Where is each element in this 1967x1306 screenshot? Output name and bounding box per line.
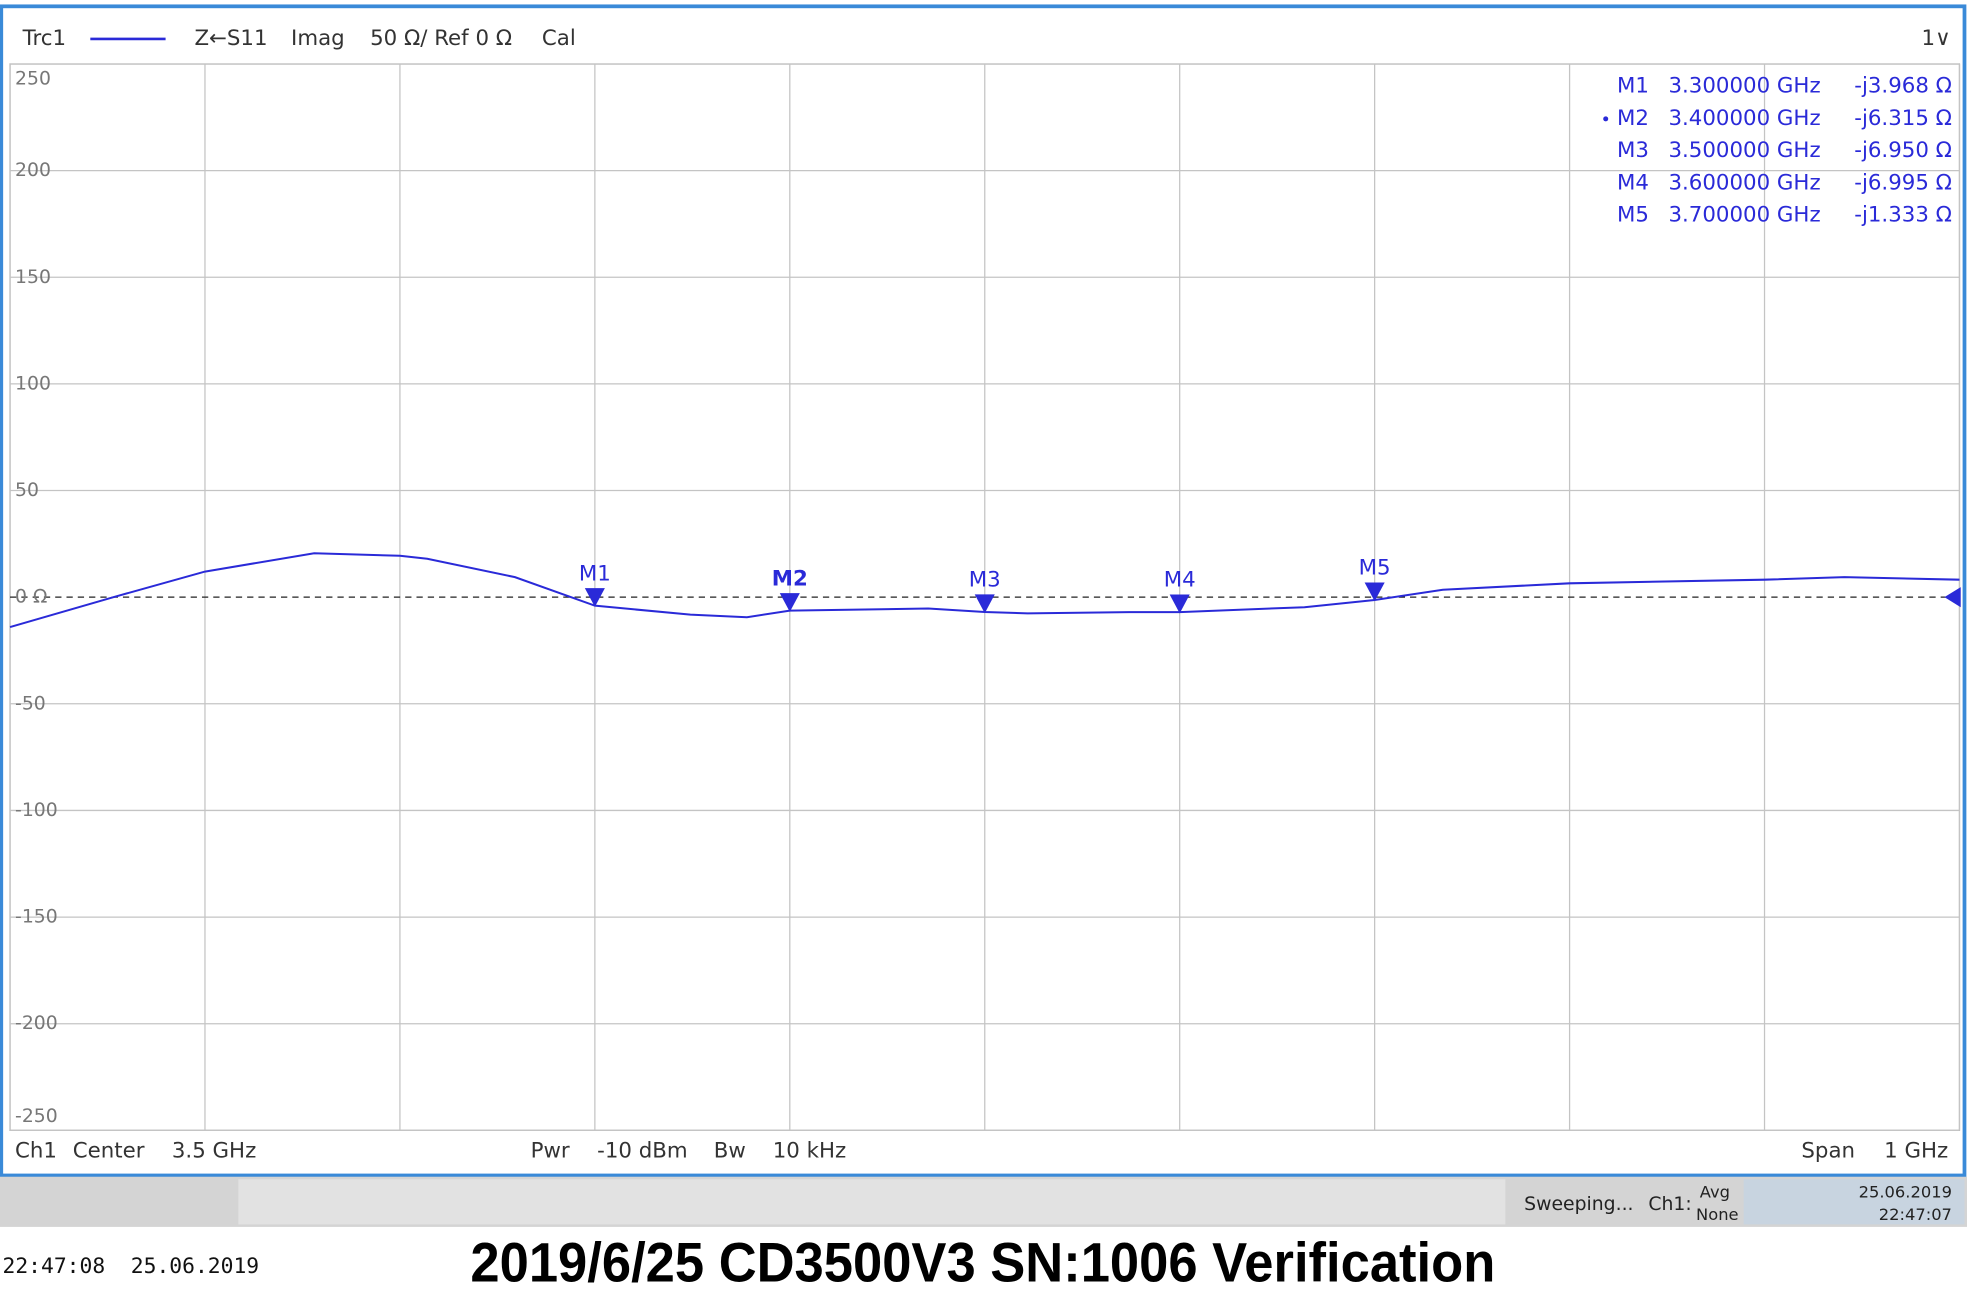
- cal: Cal: [542, 26, 576, 51]
- marker-name: M3: [1617, 138, 1649, 163]
- marker-triangle: [1169, 594, 1190, 614]
- y-tick-label: 150: [15, 267, 51, 288]
- marker-label: M2: [772, 566, 808, 591]
- active-marker-dot: [1603, 116, 1609, 122]
- marker-frequency: 3.300000 GHz: [1668, 74, 1820, 99]
- avg-value: None: [1696, 1205, 1739, 1224]
- marker-label: M5: [1359, 556, 1391, 581]
- marker-reading: -j3.968 Ω: [1854, 74, 1952, 99]
- y-tick-label: -100: [15, 800, 58, 821]
- pwr-label: Pwr: [531, 1139, 570, 1164]
- plot: M1 M1 3.300000 GHz -j3.968 Ω M2 M2 3.400000 GH…: [9, 74, 1961, 628]
- clock-field: [1743, 1179, 1965, 1225]
- marker-name: M4: [1617, 170, 1649, 195]
- marker-name: M2: [1617, 106, 1649, 131]
- marker-reading: -j1.333 Ω: [1854, 203, 1952, 228]
- channel: Ch1: [15, 1139, 57, 1164]
- marker-triangle: [1364, 582, 1385, 602]
- y-tick-label: -200: [15, 1013, 58, 1034]
- parameter: Z←S11: [194, 26, 267, 51]
- marker-name: M1: [1617, 74, 1649, 99]
- sweep-state: Sweeping...: [1524, 1194, 1633, 1215]
- caption: 2019/6/25 CD3500V3 SN:1006 Verification: [470, 1232, 1495, 1294]
- pwr: -10 dBm: [597, 1139, 688, 1164]
- scale: 50 Ω/ Ref 0 Ω: [370, 26, 512, 51]
- y-tick-label: 50: [15, 480, 39, 501]
- status-time: 22:47:07: [1879, 1205, 1952, 1224]
- y-tick-label: -250: [15, 1106, 58, 1127]
- window-number[interactable]: 1∨: [1922, 26, 1951, 51]
- marker-reading: -j6.995 Ω: [1854, 170, 1952, 195]
- marker-frequency: 3.500000 GHz: [1668, 138, 1820, 163]
- bw-label: Bw: [714, 1139, 746, 1164]
- span: 1 GHz: [1884, 1139, 1948, 1164]
- trace: [9, 552, 1960, 628]
- marker-reading: -j6.315 Ω: [1854, 106, 1952, 131]
- window-frame: [0, 4, 1967, 1178]
- marker-label: M1: [579, 561, 611, 586]
- status-channel: Ch1:: [1648, 1194, 1691, 1215]
- center-label: Center: [73, 1139, 145, 1164]
- status-date: 25.06.2019: [1859, 1183, 1952, 1202]
- y-tick-label: 200: [15, 160, 51, 181]
- marker-frequency: 3.700000 GHz: [1668, 203, 1820, 228]
- span-label: Span: [1801, 1139, 1855, 1164]
- marker-triangle: [974, 594, 995, 614]
- timestamp: 22:47:08 25.06.2019: [3, 1254, 260, 1279]
- center: 3.5 GHz: [172, 1139, 256, 1164]
- marker-label: M3: [969, 568, 1001, 593]
- avg-label: Avg: [1700, 1183, 1730, 1202]
- status-field: [238, 1179, 1506, 1225]
- y-tick-label: -150: [15, 907, 58, 928]
- marker-frequency: 3.600000 GHz: [1668, 170, 1820, 195]
- marker-label: M4: [1164, 568, 1196, 593]
- y-tick-label: 250: [15, 69, 51, 90]
- marker-frequency: 3.400000 GHz: [1668, 106, 1820, 131]
- format: Imag: [291, 26, 345, 51]
- y-tick-label: 0 Ω: [15, 587, 47, 608]
- y-tick-label: -50: [15, 693, 46, 714]
- y-tick-label: 100: [15, 373, 51, 394]
- marker-reading: -j6.950 Ω: [1854, 138, 1952, 163]
- trace-name: Trc1: [22, 26, 66, 51]
- reference-arrow: [1944, 587, 1961, 608]
- bw: 10 kHz: [773, 1139, 846, 1164]
- marker-name: M5: [1617, 203, 1649, 228]
- marker-triangle: [584, 588, 605, 607]
- marker-triangle: [779, 593, 800, 612]
